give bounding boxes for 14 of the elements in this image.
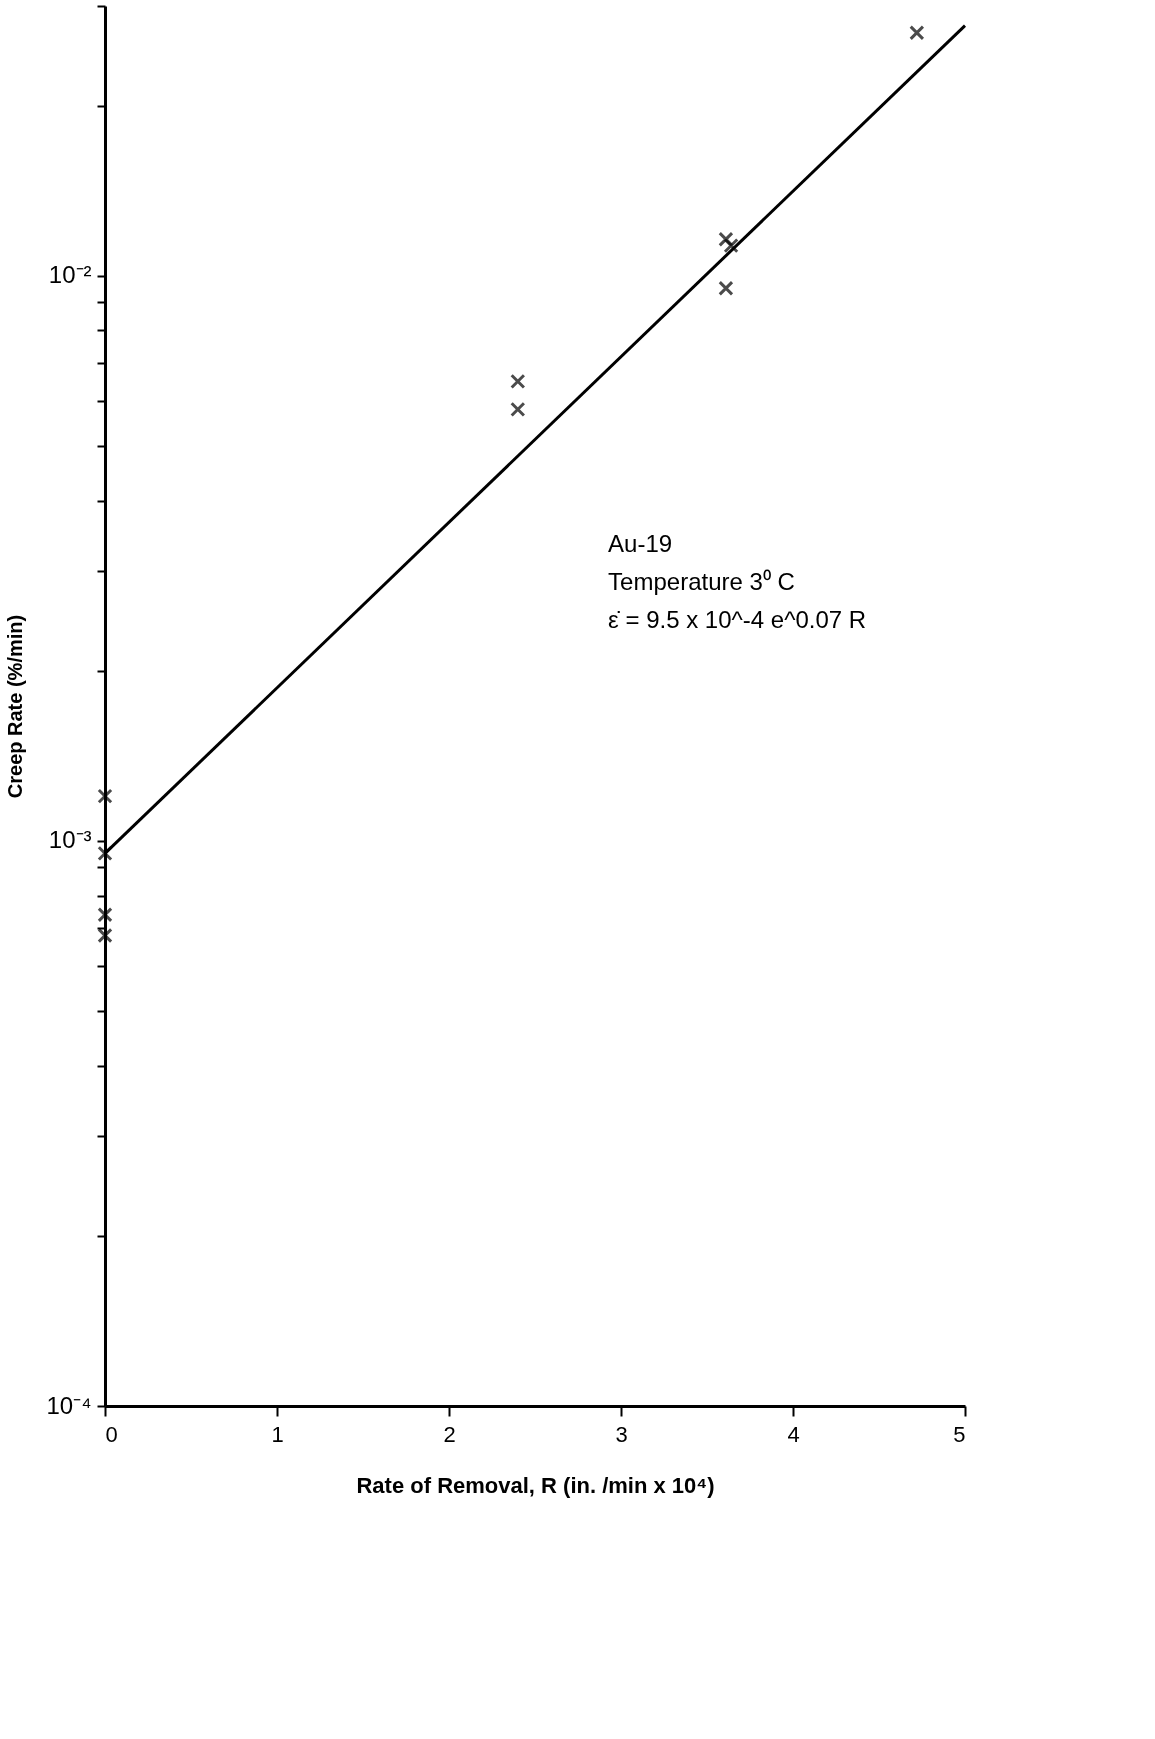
x-tick-label: 5 (953, 1421, 966, 1447)
annotation: ε̇ = 9.5 x 10^-4 e^0.07 R (608, 606, 867, 633)
x-tick-label: 4 (787, 1421, 800, 1447)
x-tick-label: 0 (105, 1421, 118, 1447)
x-tick-label: 1 (271, 1421, 284, 1447)
annotation: Au-19 (608, 530, 673, 557)
x-tick-label: 2 (443, 1421, 456, 1447)
annotation: Temperature 3⁰ C (608, 568, 795, 595)
y-axis-title: Creep Rate (%/min) (4, 614, 27, 799)
y-tick-label: 10⁻⁴ (46, 1391, 92, 1419)
x-tick-label: 3 (615, 1421, 628, 1447)
y-tick-label: 10⁻² (48, 261, 92, 289)
y-tick-label: 10⁻³ (48, 826, 92, 854)
x-axis-title: Rate of Removal, R (in. /min x 10⁴) (356, 1472, 715, 1498)
